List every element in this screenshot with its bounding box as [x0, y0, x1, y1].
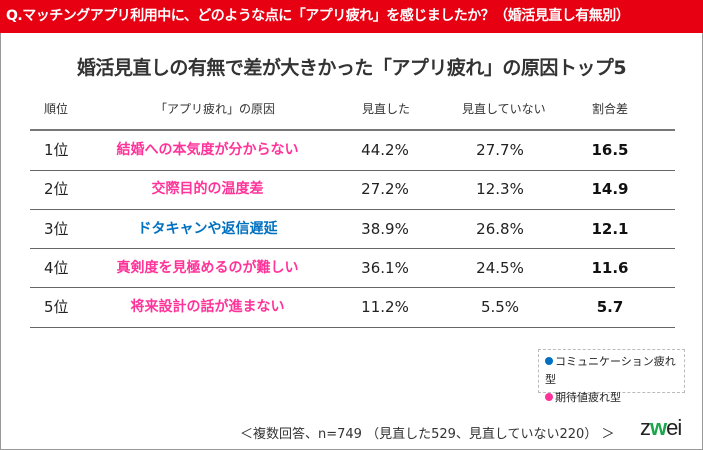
not-reviewed-value: 24.5%	[476, 258, 524, 277]
diff-value: 16.5	[591, 141, 629, 159]
reason: 交際目的の温度差	[151, 181, 264, 198]
row-divider	[30, 326, 675, 328]
reviewed-value: 38.9%	[361, 219, 409, 238]
diff-value: 14.9	[591, 180, 629, 199]
table-row: 3位 ドタキャンや返信遅延 38.9% 26.8% 12.1	[0, 210, 703, 249]
reviewed-value: 44.2%	[361, 141, 409, 159]
row-divider	[30, 208, 675, 210]
row-divider	[30, 169, 675, 171]
reason: 将来設計の話が進まない	[130, 299, 285, 316]
rank: 2位	[44, 180, 69, 199]
not-reviewed-value: 27.7%	[476, 141, 524, 159]
table-row: 2位 交際目的の温度差 27.2% 12.3% 14.9	[0, 170, 703, 209]
row-divider	[30, 287, 675, 289]
not-reviewed-value: 5.5%	[480, 298, 520, 317]
header-reviewed: 見直した	[362, 102, 411, 116]
not-reviewed-value: 26.8%	[476, 219, 524, 238]
diff-value: 11.6	[591, 258, 629, 277]
header-not-reviewed: 見直していない	[462, 102, 546, 116]
diff-value: 12.1	[591, 219, 629, 238]
legend-expectation: 期待値疲れ型	[545, 389, 678, 407]
reason: 結婚への本気度が分からない	[116, 142, 299, 158]
header-diff: 割合差	[592, 102, 629, 116]
table-title: 婚活見直しの有無で差が大きかった「アプリ疲れ」の原因トップ5	[76, 57, 627, 79]
header-reason: 「アプリ疲れ」の原因	[155, 102, 276, 116]
zwei-logo: zwei	[640, 415, 682, 440]
pink-dot-icon	[545, 393, 553, 401]
rank: 3位	[44, 219, 69, 238]
row-divider	[30, 248, 675, 250]
rank: 4位	[44, 258, 69, 277]
rank: 1位	[44, 141, 69, 159]
footnote: ＜複数回答、n=749 （見直した529、見直していない220） ＞	[240, 427, 615, 442]
legend: コミュニケーション疲れ型 期待値疲れ型	[538, 349, 685, 404]
header-rank: 順位	[44, 102, 69, 116]
reviewed-value: 11.2%	[361, 298, 409, 317]
reason: 真剣度を見極めるのが難しい	[116, 259, 299, 276]
table-row: 5位 将来設計の話が進まない 11.2% 5.5% 5.7	[0, 288, 703, 327]
table-row: 4位 真剣度を見極めるのが難しい 36.1% 24.5% 11.6	[0, 249, 703, 288]
diff-value: 5.7	[596, 298, 624, 317]
question-bar: Q.マッチングアプリ利用中に、どのような点に「アプリ疲れ」を感じましたか？（婚活…	[0, 0, 703, 33]
reviewed-value: 36.1%	[361, 258, 409, 277]
reason: ドタキャンや返信遅延	[137, 220, 278, 237]
rank: 5位	[44, 298, 69, 317]
table-row: 1位 結婚への本気度が分からない 44.2% 27.7% 16.5	[0, 131, 703, 170]
not-reviewed-value: 12.3%	[476, 180, 524, 199]
reviewed-value: 27.2%	[361, 180, 409, 199]
header-divider	[30, 129, 675, 131]
blue-dot-icon	[545, 357, 553, 365]
legend-communication: コミュニケーション疲れ型	[545, 355, 676, 386]
